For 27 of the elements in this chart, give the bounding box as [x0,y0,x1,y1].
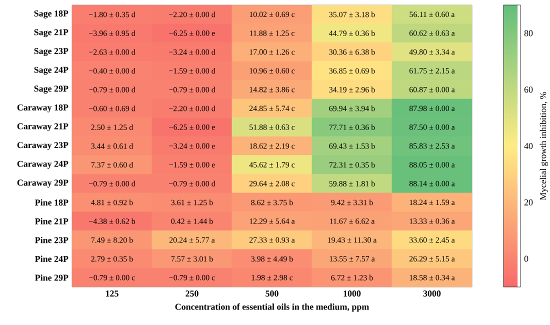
y-tick-label: Caraway 23P [17,142,68,150]
x-axis-title: Concentration of essential oils in the medium, ppm [175,303,369,312]
y-tick-label: Pine 24P [35,256,68,262]
x-tick-label: 125 [106,290,118,297]
y-tick-label: Pine 21P [35,218,68,224]
x-tick-label: 1000 [344,290,361,297]
y-tick-label: Caraway 24P [17,160,68,169]
y-tick-label: Sage 24P [34,66,68,75]
x-tick-label: 250 [186,290,198,297]
y-tick-label: Caraway 29P [17,180,68,188]
y-tick-label: Caraway 21P [17,123,68,132]
y-tick-label: Sage 29P [34,86,68,94]
color-bar-label: 40 [524,142,533,150]
x-tick-label: 3000 [423,290,441,297]
color-bar-label: 60 [524,86,533,93]
color-bar-label: 80 [524,30,533,36]
y-tick-label: Pine 29P [35,274,68,281]
y-tick-label: Sage 23P [34,48,68,56]
color-bar-label: 20 [524,199,533,206]
y-tick-label: Pine 18P [35,199,68,206]
color-bar-label: 0 [524,256,528,262]
y-tick-label: Pine 23P [35,236,68,244]
y-tick-label: Sage 21P [34,29,68,38]
y-tick-label: Caraway 18P [17,104,68,112]
x-tick-label: 500 [266,290,278,297]
y-tick-label: Sage 18P [34,10,68,18]
color-bar-title: Mycelial growth inhibition, % [540,92,548,200]
